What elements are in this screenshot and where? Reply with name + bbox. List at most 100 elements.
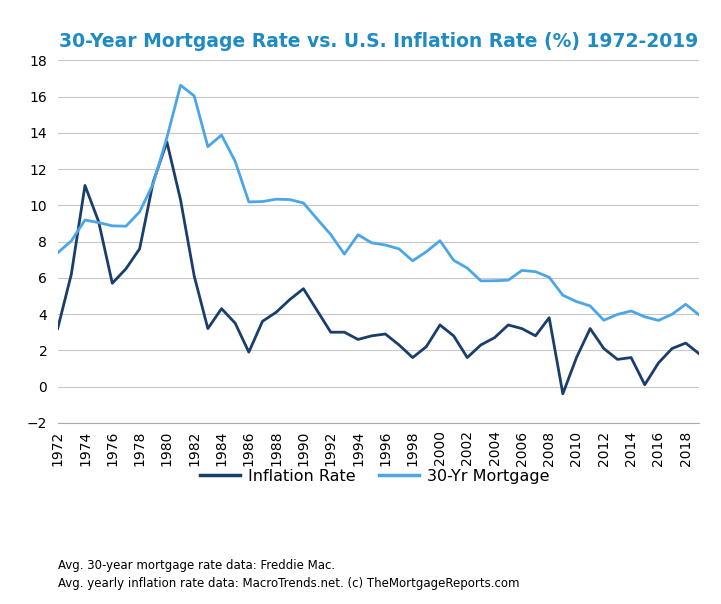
30-Yr Mortgage — [231, 158, 239, 165]
30-Yr Mortgage — [149, 180, 158, 187]
Inflation Rate — [435, 321, 444, 329]
30-Yr Mortgage — [313, 215, 322, 222]
30-Yr Mortgage — [368, 239, 376, 246]
30-Yr Mortgage — [435, 237, 444, 244]
Inflation Rate — [518, 325, 526, 332]
Inflation Rate — [504, 321, 513, 329]
Inflation Rate — [408, 354, 417, 361]
30-Yr Mortgage — [67, 237, 76, 245]
Inflation Rate — [258, 318, 267, 325]
30-Yr Mortgage — [572, 298, 581, 305]
30-Yr Mortgage — [545, 274, 554, 281]
30-Yr Mortgage — [108, 222, 117, 230]
Inflation Rate — [81, 182, 89, 189]
30-Yr Mortgage — [613, 311, 622, 318]
30-Yr Mortgage — [258, 198, 267, 205]
30-Yr Mortgage — [203, 143, 212, 150]
Inflation Rate — [67, 271, 76, 278]
Inflation Rate — [136, 245, 144, 252]
30-Yr Mortgage — [122, 222, 131, 230]
30-Yr Mortgage — [627, 307, 635, 315]
Inflation Rate — [272, 309, 280, 316]
30-Yr Mortgage — [463, 265, 472, 272]
30-Yr Mortgage — [640, 313, 649, 320]
30-Yr Mortgage — [504, 277, 513, 284]
30-Yr Mortgage — [681, 301, 690, 308]
Inflation Rate — [572, 354, 581, 361]
30-Yr Mortgage — [176, 82, 185, 89]
Inflation Rate — [545, 314, 554, 321]
Inflation Rate — [231, 320, 239, 327]
30-Yr Mortgage — [586, 302, 595, 309]
30-Yr Mortgage — [695, 312, 704, 319]
30-Yr Mortgage — [81, 216, 89, 223]
30-Yr Mortgage — [327, 231, 335, 238]
30-Yr Mortgage — [668, 310, 676, 318]
Inflation Rate — [299, 285, 308, 292]
Inflation Rate — [449, 332, 458, 339]
Inflation Rate — [162, 138, 171, 146]
Line: Inflation Rate: Inflation Rate — [58, 142, 699, 394]
Inflation Rate — [53, 325, 62, 332]
Inflation Rate — [190, 272, 198, 280]
Inflation Rate — [422, 343, 430, 350]
30-Yr Mortgage — [162, 134, 171, 141]
30-Yr Mortgage — [190, 92, 198, 100]
30-Yr Mortgage — [531, 268, 540, 275]
Inflation Rate — [681, 339, 690, 347]
Inflation Rate — [477, 341, 485, 349]
30-Yr Mortgage — [422, 248, 430, 255]
30-Yr Mortgage — [394, 245, 403, 252]
30-Yr Mortgage — [286, 196, 294, 203]
30-Yr Mortgage — [449, 257, 458, 264]
Inflation Rate — [627, 354, 635, 361]
30-Yr Mortgage — [354, 231, 363, 239]
30-Yr Mortgage — [94, 219, 103, 226]
Inflation Rate — [176, 196, 185, 204]
30-Yr Mortgage — [217, 132, 226, 139]
Inflation Rate — [381, 330, 389, 338]
30-Yr Mortgage — [299, 199, 308, 207]
Inflation Rate — [695, 350, 704, 358]
Inflation Rate — [640, 381, 649, 388]
Inflation Rate — [244, 349, 253, 356]
Inflation Rate — [531, 332, 540, 339]
30-Yr Mortgage — [53, 249, 62, 257]
Inflation Rate — [94, 218, 103, 225]
Text: Avg. yearly inflation rate data: MacroTrends.net. (c) TheMortgageReports.com: Avg. yearly inflation rate data: MacroTr… — [58, 577, 519, 590]
Inflation Rate — [149, 178, 158, 185]
Inflation Rate — [108, 280, 117, 287]
Inflation Rate — [668, 345, 676, 352]
30-Yr Mortgage — [490, 277, 499, 284]
30-Yr Mortgage — [599, 316, 608, 324]
30-Yr Mortgage — [654, 316, 663, 324]
Inflation Rate — [463, 354, 472, 361]
30-Yr Mortgage — [244, 198, 253, 205]
Inflation Rate — [654, 359, 663, 367]
Inflation Rate — [313, 307, 322, 314]
30-Yr Mortgage — [477, 277, 485, 284]
Inflation Rate — [394, 341, 403, 349]
Inflation Rate — [217, 305, 226, 312]
Inflation Rate — [327, 329, 335, 336]
30-Yr Mortgage — [381, 242, 389, 249]
30-Yr Mortgage — [340, 251, 349, 258]
Text: Avg. 30-year mortgage rate data: Freddie Mac.: Avg. 30-year mortgage rate data: Freddie… — [58, 559, 335, 572]
Inflation Rate — [586, 325, 595, 332]
Inflation Rate — [613, 356, 622, 363]
30-Yr Mortgage — [136, 208, 144, 216]
Inflation Rate — [490, 334, 499, 341]
30-Yr Mortgage — [408, 257, 417, 265]
30-Yr Mortgage — [272, 196, 280, 203]
Inflation Rate — [559, 390, 567, 397]
Title: 30-Year Mortgage Rate vs. U.S. Inflation Rate (%) 1972-2019: 30-Year Mortgage Rate vs. U.S. Inflation… — [59, 31, 698, 51]
Inflation Rate — [368, 332, 376, 339]
Inflation Rate — [354, 336, 363, 343]
Line: 30-Yr Mortgage: 30-Yr Mortgage — [58, 85, 699, 320]
Inflation Rate — [286, 296, 294, 303]
30-Yr Mortgage — [559, 292, 567, 299]
Inflation Rate — [203, 325, 212, 332]
30-Yr Mortgage — [518, 267, 526, 274]
Inflation Rate — [340, 329, 349, 336]
Inflation Rate — [122, 265, 131, 272]
